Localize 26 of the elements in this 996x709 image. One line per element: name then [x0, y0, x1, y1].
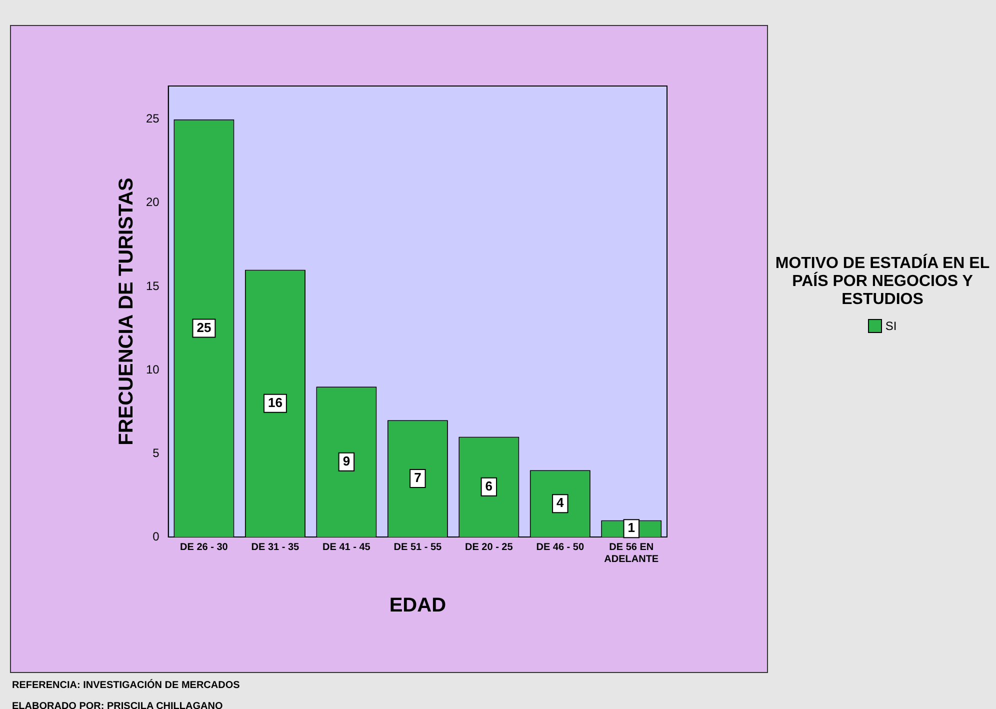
x-tick-label: DE 46 - 50: [536, 542, 584, 553]
y-tick-label: 5: [152, 446, 160, 460]
data-label: 6: [485, 478, 493, 494]
x-tick-label: DE 56 EN ADELANTE: [604, 542, 659, 565]
x-tick-label: DE 31 - 35: [251, 542, 300, 553]
y-tick-label: 25: [146, 112, 160, 126]
y-tick-label: 20: [146, 195, 160, 210]
data-label: 1: [628, 520, 635, 536]
y-axis-title: FRECUENCIA DE TURISTAS: [116, 178, 138, 446]
data-label: 4: [556, 495, 565, 510]
y-tick-label: 10: [146, 362, 160, 376]
data-label: 16: [268, 394, 282, 410]
x-tick-label: DE 26 - 30: [180, 542, 228, 553]
x-tick-label: DE 51 - 55: [394, 542, 442, 553]
data-label: 7: [414, 470, 422, 486]
text: ELABORADO POR: PRISCILA CHILLAGANO: [12, 700, 224, 709]
x-tick-label: DE 20 - 25: [465, 542, 514, 553]
data-label: 9: [342, 453, 350, 468]
legend-title: MOTIVO DE ESTADÍA EN EL PAÍS POR NEGOCIOS Y ESTUDIOS: [775, 255, 990, 309]
x-tick-label: DE 41 - 45: [322, 542, 371, 553]
text: REFERENCIA: INVESTIGACIÓN DE MERCADOS: [12, 678, 240, 693]
x-axis-title: EDAD: [389, 594, 446, 617]
y-tick-label: 0: [152, 529, 160, 544]
y-tick-label: 15: [146, 278, 160, 293]
data-label: 25: [196, 320, 212, 335]
legend-label: SI: [885, 319, 897, 333]
